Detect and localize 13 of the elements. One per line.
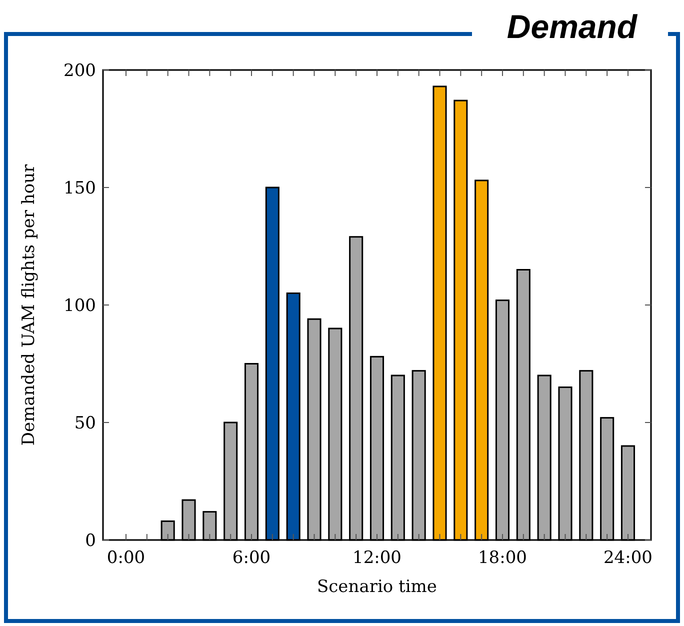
- x-axis-title: Scenario time: [317, 577, 437, 597]
- y-axis-title: Demanded UAM flights per hour: [19, 163, 39, 446]
- x-tick-label: 18:00: [478, 548, 527, 568]
- y-tick-label: 200: [64, 61, 96, 81]
- y-tick-label: 150: [64, 178, 96, 198]
- x-tick-label: 24:00: [603, 548, 652, 568]
- y-tick-label: 0: [85, 531, 96, 551]
- x-tick-label: 0:00: [106, 548, 146, 568]
- chart-title: Demand: [506, 8, 638, 45]
- x-tick-label: 12:00: [352, 548, 402, 568]
- y-tick-label: 100: [64, 296, 96, 316]
- y-tick-label: 50: [74, 414, 96, 434]
- x-tick-label: 6:00: [232, 548, 271, 568]
